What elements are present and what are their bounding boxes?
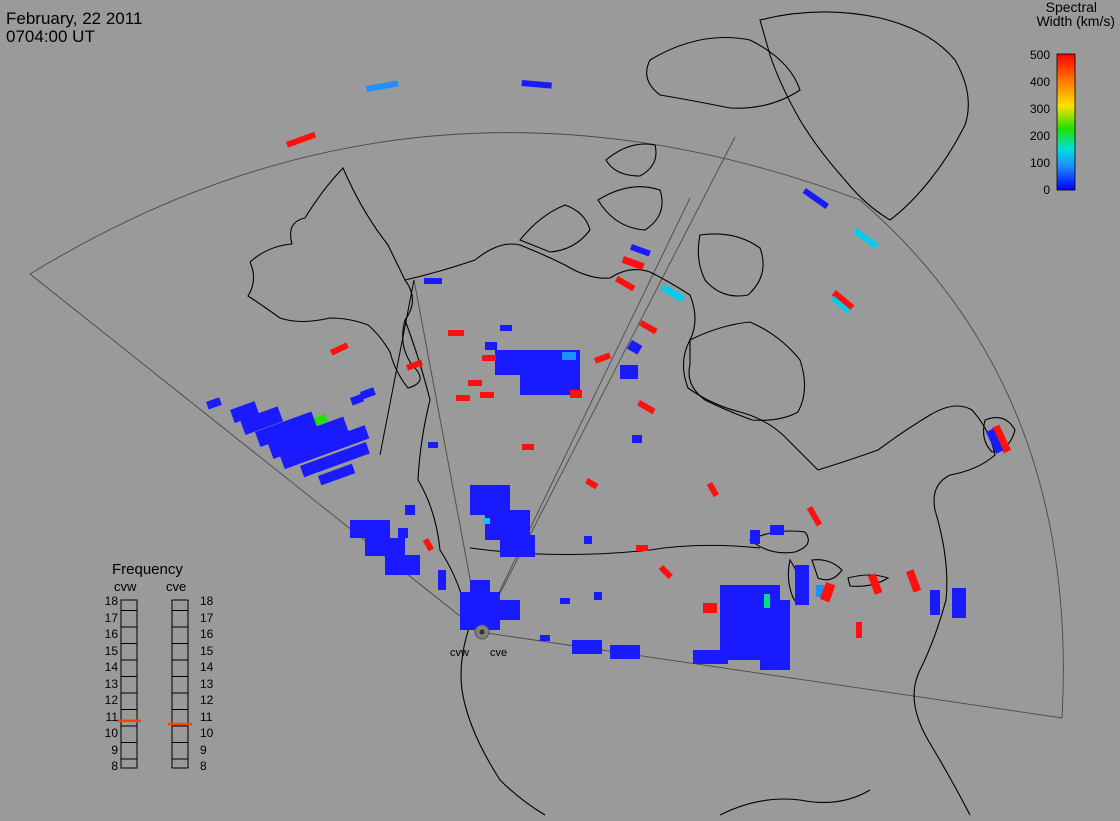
coastlines: [247, 11, 1016, 816]
frequency-tick-right: 18: [200, 594, 214, 608]
radar-site-marker: [474, 624, 490, 640]
colorbar-tick: 0: [1043, 183, 1050, 197]
frequency-tick-left: 9: [111, 742, 118, 757]
frequency-tick-left: 15: [104, 643, 118, 658]
colorbar-tick: 100: [1029, 156, 1050, 170]
time-label: 0704:00 UT: [6, 27, 95, 46]
colorbar-tick: 200: [1029, 129, 1050, 143]
frequency-tick-right: 14: [200, 660, 214, 674]
radar-site-label-east: cve: [490, 647, 508, 659]
colorbar-title-line2: Width (km/s): [1036, 13, 1115, 29]
frequency-tick-left: 11: [105, 709, 118, 724]
colorbar-title-line1: Spectral: [1045, 0, 1097, 15]
frequency-tick-left: 18: [104, 594, 118, 608]
frequency-tick-right: 11: [200, 709, 213, 724]
colorbar-tick: 400: [1029, 75, 1050, 89]
frequency-tick-left: 10: [104, 726, 118, 740]
frequency-left-label: cvw: [114, 579, 137, 594]
date-label: February, 22 2011: [6, 9, 143, 28]
frequency-tick-right: 15: [200, 643, 214, 658]
frequency-tick-right: 12: [200, 693, 214, 707]
frequency-tick-left: 14: [104, 660, 118, 674]
colorbar-tick: 500: [1029, 48, 1050, 62]
frequency-tick-left: 12: [104, 693, 118, 707]
field-of-view-outline: [29, 132, 1064, 719]
frequency-tick-right: 10: [200, 726, 214, 740]
frequency-tick-left: 17: [104, 610, 118, 625]
frequency-tick-right: 8: [200, 759, 207, 773]
frequency-tick-right: 16: [200, 627, 214, 641]
frequency-right-label: cve: [166, 579, 187, 594]
frequency-tick-left: 13: [104, 676, 118, 691]
colorbar: [1056, 53, 1076, 191]
radar-echoes: [206, 80, 1012, 670]
colorbar-tick: 300: [1029, 102, 1050, 116]
radar-site-label-west: cvw: [450, 647, 469, 659]
frequency-tick-left: 16: [104, 627, 118, 641]
frequency-tick-right: 13: [200, 676, 214, 691]
frequency-tick-left: 8: [111, 759, 118, 773]
frequency-tick-right: 17: [200, 610, 214, 625]
frequency-scales: [120, 599, 189, 769]
frequency-markers: [117, 719, 192, 726]
frequency-title: Frequency: [112, 561, 183, 578]
frequency-tick-right: 9: [200, 742, 207, 757]
